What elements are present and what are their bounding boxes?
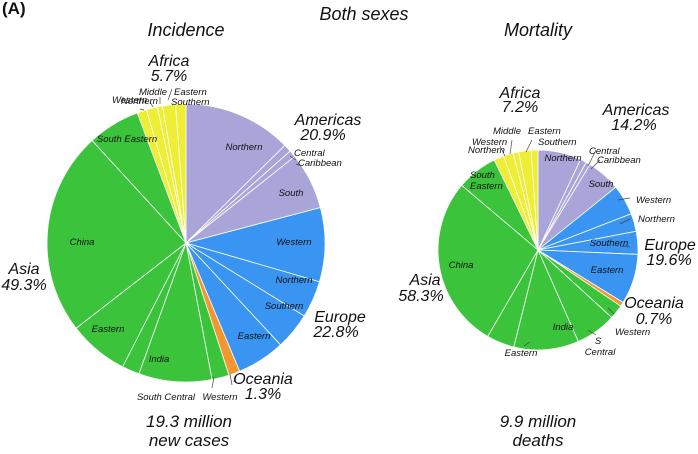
subregion-label: Western <box>202 392 237 403</box>
incidence-caption-line2: new cases <box>149 431 230 450</box>
region-name-europe: Europe <box>314 309 366 326</box>
subregion-label: China <box>70 237 95 248</box>
region-pct-africa: 5.7% <box>151 68 187 85</box>
subregion-label: Caribbean <box>597 155 641 166</box>
subregion-label: India <box>553 322 574 333</box>
incidence-chart: Incidence Africa 5.7% Americas 20.9% Eur… <box>1 20 366 450</box>
region-pct-africa: 7.2% <box>502 99 538 116</box>
subregion-label: Eastern <box>174 87 207 98</box>
subregion-label: Northern <box>121 96 158 107</box>
leader-line <box>590 159 601 170</box>
subregion-label: Eastern <box>528 126 561 137</box>
pie-slice-asia-eastern <box>75 241 187 375</box>
incidence-caption-line1: 19.3 million <box>146 412 232 431</box>
subregion-label: Eastern <box>591 265 624 276</box>
subregion-label: Northern <box>276 275 313 286</box>
leader-line <box>509 139 513 155</box>
subregion-label: Western <box>112 95 147 106</box>
mortality-slices <box>437 149 639 351</box>
subregion-label: Central <box>589 146 621 157</box>
region-name-oceania: Oceania <box>624 295 684 312</box>
pie-slice-americas-northern <box>185 103 286 244</box>
region-name-asia: Asia <box>408 272 440 289</box>
subregion-label: Central <box>294 148 326 159</box>
leader-line <box>617 197 631 201</box>
subregion-label: Eastern <box>238 331 271 342</box>
region-pct-europe: 22.8% <box>312 324 358 341</box>
subregion-label: Southern <box>171 97 210 108</box>
leader-line <box>233 375 236 383</box>
region-name-americas: Americas <box>294 112 362 129</box>
leader-line <box>619 245 631 248</box>
leader-line <box>289 155 297 161</box>
pie-slice-africa-southern <box>175 103 187 244</box>
subregion-label: South <box>470 170 495 181</box>
subregion-label: China <box>449 260 474 271</box>
subregion-label: Western <box>276 237 311 248</box>
leader-line <box>499 145 506 157</box>
panel-label: (A) <box>2 0 26 18</box>
region-name-asia: Asia <box>7 261 39 278</box>
subregion-label: Southern <box>538 137 577 148</box>
region-name-europe: Europe <box>644 237 696 254</box>
subregion-label: Eastern <box>92 324 125 335</box>
region-pct-europe: 19.6% <box>646 252 691 269</box>
subregion-label: Western <box>615 327 650 338</box>
slice-divider <box>122 242 187 367</box>
leader-line <box>149 101 154 108</box>
subregion-label: Middle <box>493 126 521 137</box>
subregion-label: South Central <box>137 392 196 403</box>
leader-line <box>211 376 215 389</box>
leader-line <box>607 307 615 315</box>
region-pct-asia: 49.3% <box>1 277 46 294</box>
region-name-americas: Americas <box>602 102 670 119</box>
region-name-oceania: Oceania <box>233 371 293 388</box>
subregion-label: Southern <box>265 301 304 312</box>
leader-line <box>229 373 233 386</box>
subregion-label: Western <box>636 195 671 206</box>
leader-line <box>619 218 631 225</box>
region-name-africa: Africa <box>148 53 190 70</box>
pie-slice-asia-china <box>46 139 187 329</box>
leader-line <box>587 329 597 336</box>
subregion-label: Eastern <box>505 348 538 359</box>
mortality-caption-line2: deaths <box>512 431 564 450</box>
leader-line <box>525 139 533 153</box>
mortality-title: Mortality <box>504 20 573 40</box>
leader-line <box>587 149 597 167</box>
pie-slice-africa-southern <box>530 149 539 251</box>
region-name-africa: Africa <box>499 85 541 102</box>
subregion-label: Central <box>585 347 617 358</box>
subregion-label: South Eastern <box>97 134 157 145</box>
subregion-label: India <box>149 354 170 365</box>
region-pct-americas: 20.9% <box>299 127 345 144</box>
subregion-label: South <box>589 179 614 190</box>
mortality-chart: Mortality Africa 7.2% Americas 14.2% Eur… <box>398 20 696 450</box>
subregion-label: Caribbean <box>298 158 342 169</box>
subregion-label: Southern <box>590 238 629 249</box>
region-pct-oceania: 1.3% <box>245 386 281 403</box>
region-pct-asia: 58.3% <box>398 288 443 305</box>
subregion-label: Northern <box>638 214 675 225</box>
leader-line <box>139 108 145 111</box>
figure-title: Both sexes <box>319 4 408 24</box>
incidence-slices <box>46 103 326 383</box>
subregion-label: South <box>279 188 304 199</box>
subregion-label: S <box>595 336 602 347</box>
leader-line <box>167 88 173 101</box>
incidence-title: Incidence <box>147 20 224 40</box>
subregion-label: Northern <box>468 145 505 156</box>
subregion-label: Northern <box>545 153 582 164</box>
subregion-label: Western <box>472 137 507 148</box>
subregion-label: Northern <box>226 142 263 153</box>
pie-slice-asia-china <box>437 184 539 337</box>
subregion-label: Eastern <box>470 181 503 192</box>
subregion-label: Middle <box>139 87 167 98</box>
leader-line <box>295 163 300 166</box>
region-pct-oceania: 0.7% <box>636 311 672 328</box>
mortality-caption-line1: 9.9 million <box>500 412 577 431</box>
leader-line <box>523 341 531 347</box>
region-pct-americas: 14.2% <box>611 117 656 134</box>
